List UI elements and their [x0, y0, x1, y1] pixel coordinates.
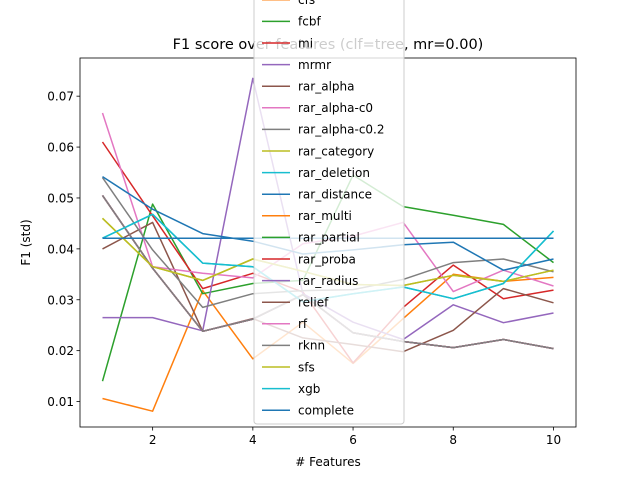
x-tick-label: 2	[149, 433, 157, 447]
x-tick-label: 10	[546, 433, 561, 447]
y-axis-label: F1 (std)	[19, 219, 33, 265]
axis-ticks: 2 4 6 8 10 0.01 0.02 0.03 0.04 0.05 0.06 0.07	[47, 90, 561, 447]
legend-label-rar_alpha-c0: rar_alpha-c0	[298, 101, 373, 115]
legend-label-rar_alpha-c0.2: rar_alpha-c0.2	[298, 123, 385, 137]
y-tick-label: 0.03	[47, 293, 74, 307]
x-tick-label: 4	[249, 433, 257, 447]
legend-label-rf: rf	[298, 317, 308, 331]
legend-label-cfs: cfs	[298, 0, 315, 7]
x-axis-label: # Features	[295, 455, 360, 469]
x-tick-label: 8	[449, 433, 457, 447]
legend-label-mrmr: mrmr	[298, 58, 331, 72]
legend-box	[253, 0, 405, 425]
legend-label-complete: complete	[298, 404, 354, 418]
y-tick-label: 0.01	[47, 395, 74, 409]
y-tick-label: 0.05	[47, 191, 74, 205]
legend-label-rar_deletion: rar_deletion	[298, 166, 370, 180]
legend-label-relief: relief	[298, 296, 329, 310]
legend-label-rar_alpha: rar_alpha	[298, 80, 354, 94]
legend-label-rar_multi: rar_multi	[298, 209, 352, 223]
legend-label-rar_category: rar_category	[298, 144, 374, 158]
legend-label-fcbf: fcbf	[298, 15, 321, 29]
legend-label-rar_partial: rar_partial	[298, 231, 360, 245]
legend-label-rar_proba: rar_proba	[298, 252, 356, 266]
y-tick-label: 0.06	[47, 141, 74, 155]
y-tick-label: 0.04	[47, 242, 74, 256]
x-tick-label: 6	[349, 433, 357, 447]
legend-label-rar_distance: rar_distance	[298, 188, 372, 202]
y-tick-label: 0.07	[47, 90, 74, 104]
y-tick-label: 0.02	[47, 344, 74, 358]
legend-label-rar_radius: rar_radius	[298, 274, 358, 288]
legend-label-sfs: sfs	[298, 360, 315, 374]
legend-label-xgb: xgb	[298, 382, 320, 396]
legend-label-mi: mi	[298, 36, 313, 50]
legend-label-rknn: rknn	[298, 339, 325, 353]
legend: cfs fcbf mi mrmr rar_alpha rar_alpha-c0 rar_al…	[253, 0, 405, 425]
